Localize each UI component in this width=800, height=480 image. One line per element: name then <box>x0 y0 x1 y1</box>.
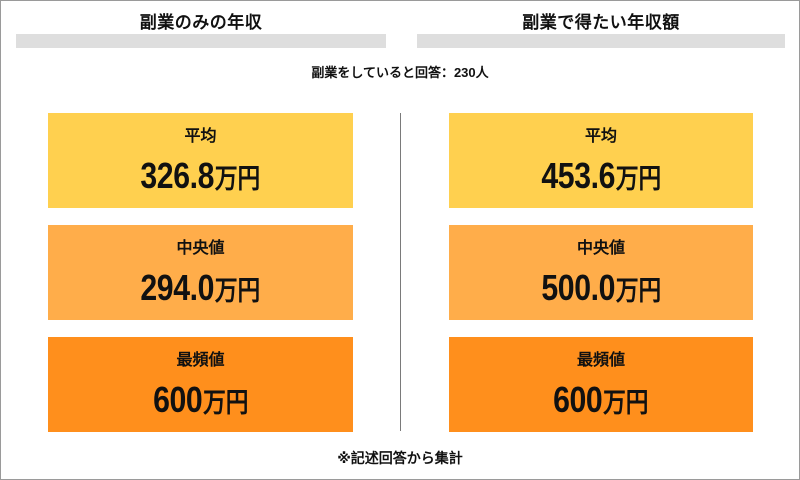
right-median-card: 中央値 500.0万円 <box>449 225 753 320</box>
stat-value-text: 500.0万円 <box>541 265 661 319</box>
stat-number: 600 <box>553 379 603 420</box>
stat-unit: 万円 <box>615 164 661 194</box>
stat-unit: 万円 <box>215 164 261 194</box>
stat-label: 中央値 <box>576 240 625 257</box>
stat-number: 294.0 <box>140 267 215 308</box>
stat-value: 600万円 <box>48 379 353 427</box>
right-mean-card: 平均 453.6万円 <box>449 113 753 208</box>
stat-number: 453.6 <box>541 155 615 196</box>
left-median-card: 中央値 294.0万円 <box>48 225 353 320</box>
stat-unit: 万円 <box>202 388 249 418</box>
right-header-bar <box>417 34 785 48</box>
stat-unit: 万円 <box>615 276 661 306</box>
stat-label: 平均 <box>584 128 617 145</box>
left-header-bar <box>16 34 386 48</box>
stat-number: 500.0 <box>541 267 615 308</box>
left-column-title: 副業のみの年収 <box>139 13 263 32</box>
left-mode-card: 最頻値 600万円 <box>48 337 353 432</box>
footnote: ※記述回答から集計 <box>337 450 463 466</box>
stat-value: 453.6万円 <box>449 155 753 203</box>
stat-value-text: 326.8万円 <box>141 153 261 207</box>
respondent-count-note: 副業をしていると回答：230人 <box>311 65 489 80</box>
stat-value: 294.0万円 <box>48 267 353 315</box>
stat-value: 326.8万円 <box>48 155 353 203</box>
stat-label: 平均 <box>184 128 217 145</box>
stat-value-text: 600万円 <box>553 377 648 431</box>
stat-unit: 万円 <box>215 276 261 306</box>
stat-value-text: 294.0万円 <box>141 265 261 319</box>
stat-label: 最頻値 <box>176 352 225 369</box>
stat-value: 600万円 <box>449 379 753 427</box>
stat-value-text: 600万円 <box>153 377 248 431</box>
right-mode-card: 最頻値 600万円 <box>449 337 753 432</box>
stat-label: 中央値 <box>176 240 225 257</box>
stat-value: 500.0万円 <box>449 267 753 315</box>
stat-number: 600 <box>152 379 203 420</box>
column-divider <box>400 113 401 431</box>
right-column-title: 副業で得たい年収額 <box>522 13 680 32</box>
stat-label: 最頻値 <box>576 352 625 369</box>
left-mean-card: 平均 326.8万円 <box>48 113 353 208</box>
stat-value-text: 453.6万円 <box>541 153 661 207</box>
stat-number: 326.8 <box>140 155 215 196</box>
stat-unit: 万円 <box>603 388 649 418</box>
